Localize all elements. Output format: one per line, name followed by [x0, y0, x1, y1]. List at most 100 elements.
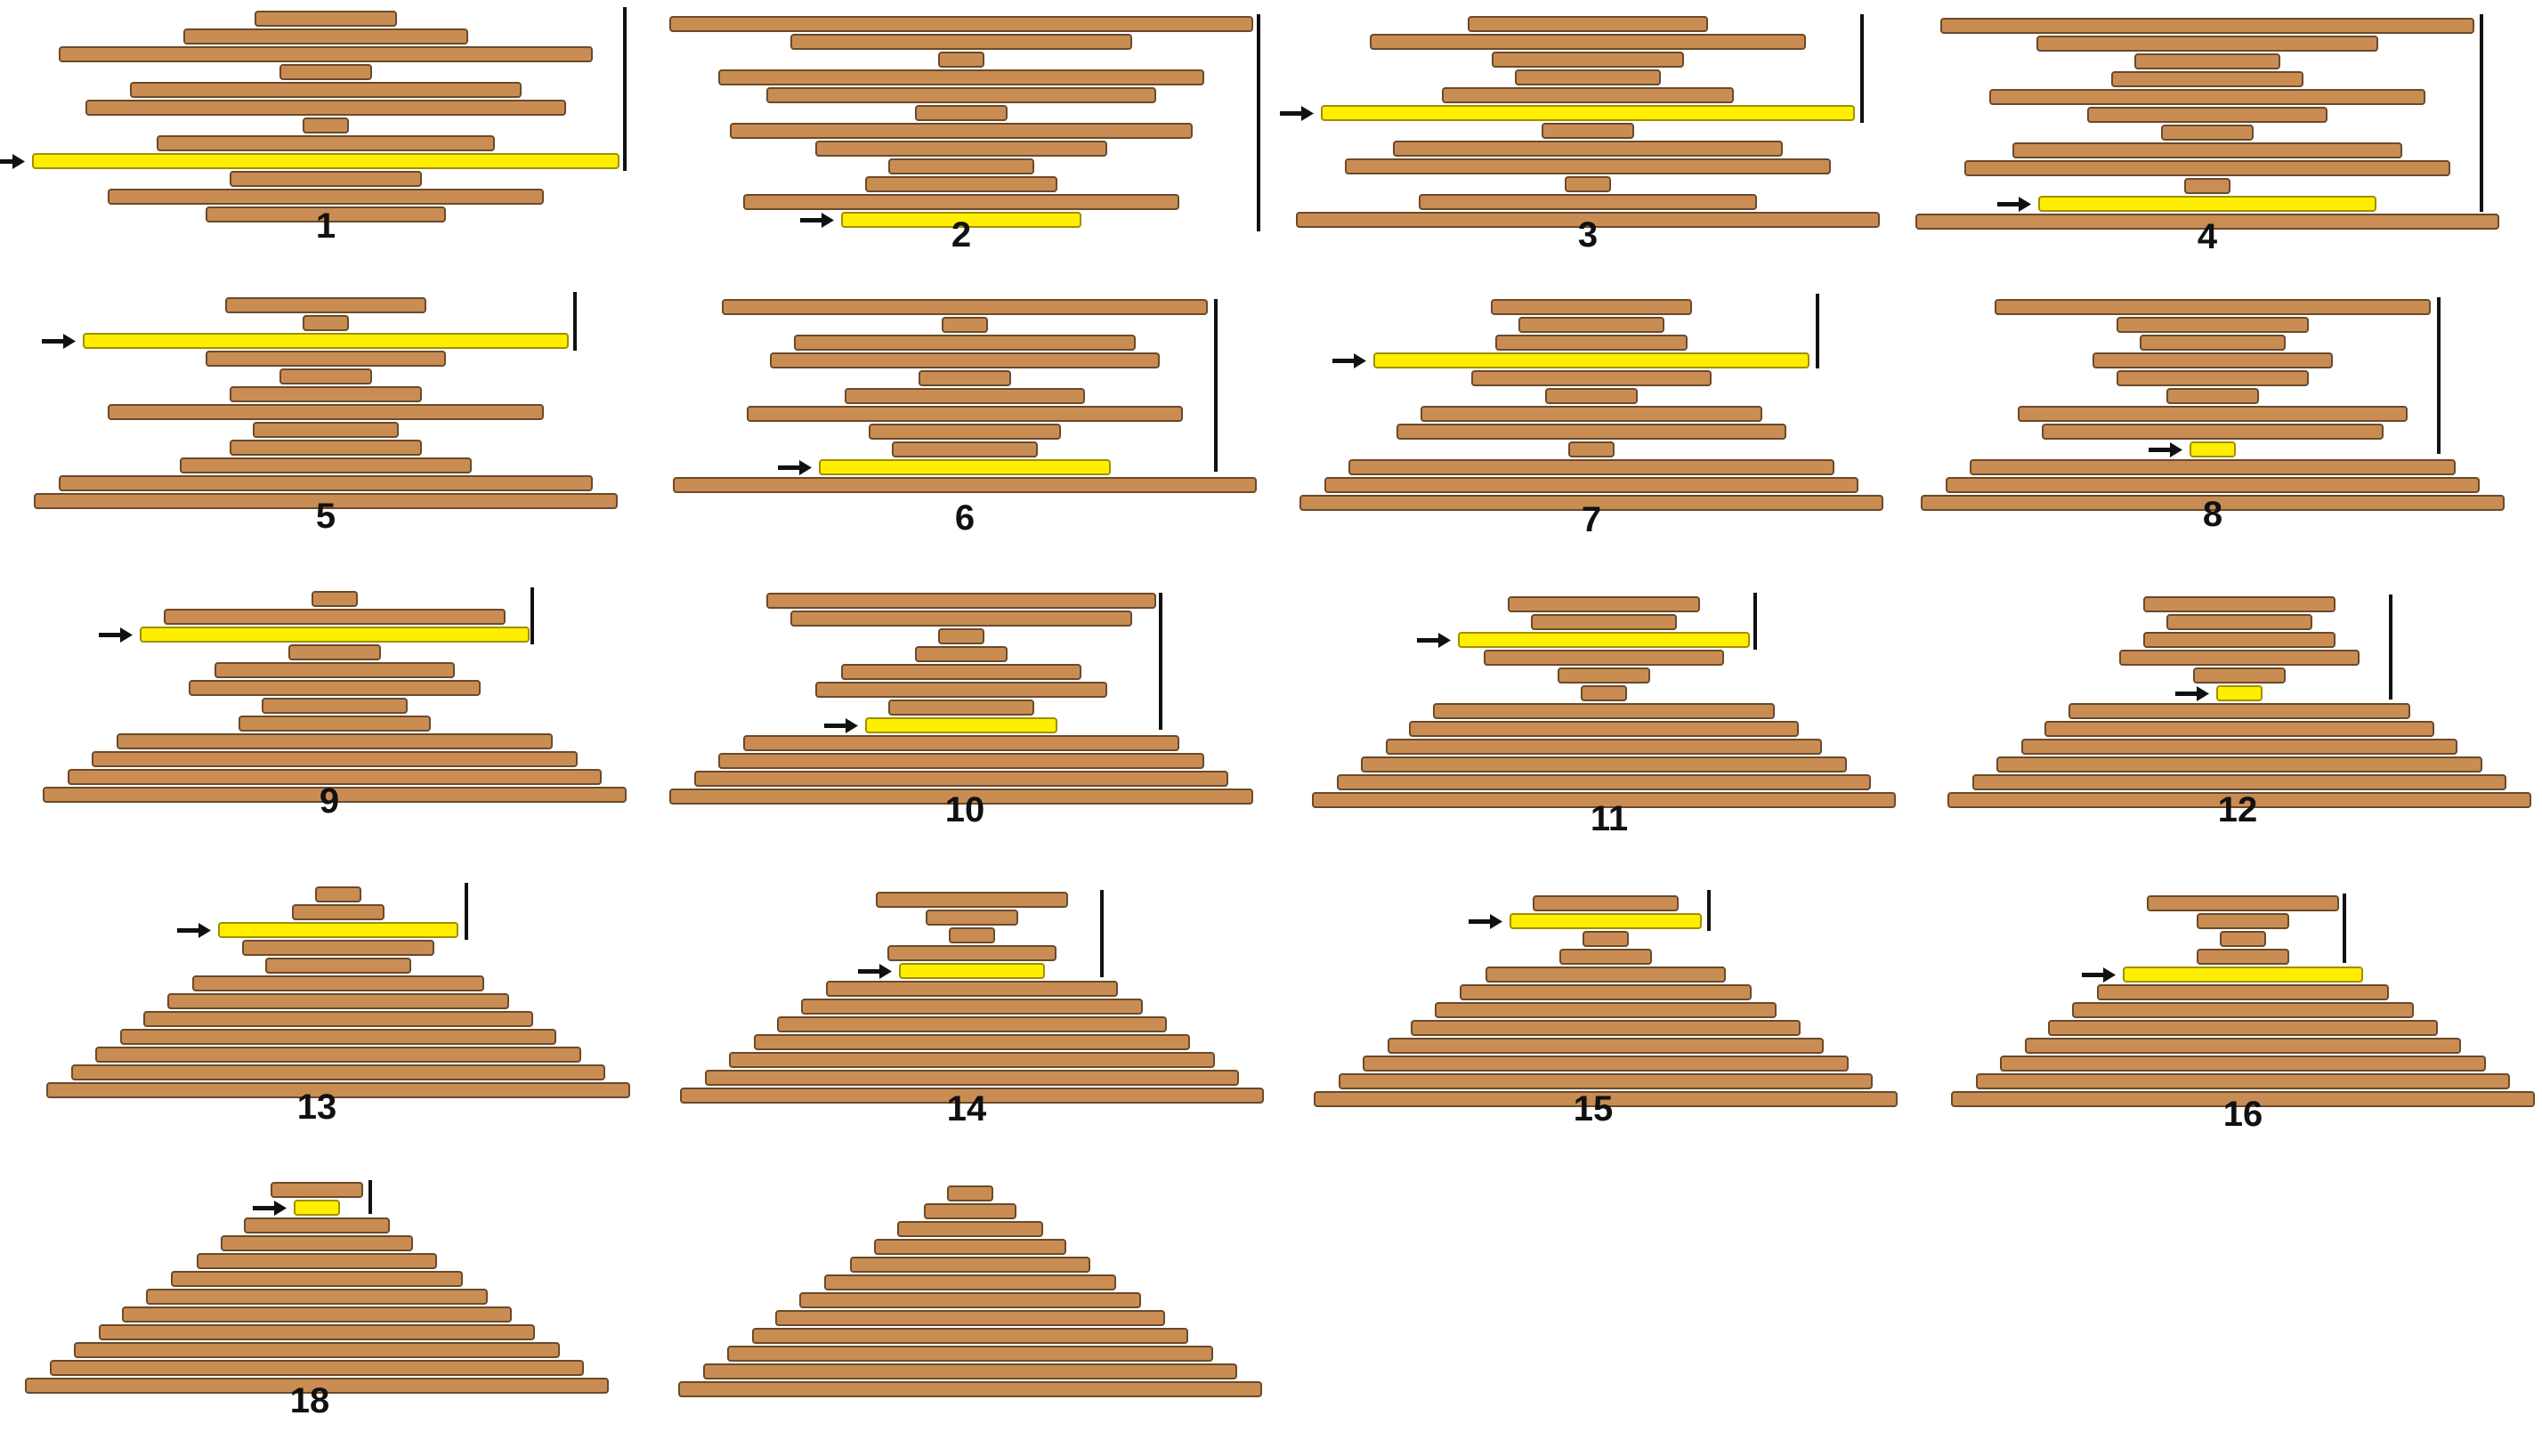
plank	[167, 993, 509, 1009]
plank	[1946, 477, 2480, 493]
panel-label: 4	[2197, 217, 2218, 256]
plank	[703, 1363, 1237, 1379]
plank	[1484, 650, 1724, 666]
panel-label: 18	[289, 1381, 330, 1420]
plank	[2044, 721, 2434, 737]
plank	[230, 440, 422, 456]
pointer-arrow-icon	[2175, 685, 2211, 701]
plank	[1312, 792, 1896, 808]
plank	[146, 1289, 488, 1305]
highlighted-plank	[2216, 685, 2263, 701]
plank	[1299, 495, 1883, 511]
highlighted-plank	[1373, 352, 1809, 368]
plank	[678, 1381, 1262, 1397]
plank	[239, 716, 431, 732]
panel-label: 2	[951, 215, 972, 255]
plank	[192, 975, 484, 991]
plank	[947, 1185, 993, 1201]
panel-label: 3	[1577, 215, 1599, 255]
plank	[242, 940, 434, 956]
plank	[2097, 984, 2389, 1000]
plank	[865, 176, 1057, 192]
plank	[705, 1070, 1239, 1086]
plank	[71, 1064, 605, 1080]
plank	[747, 406, 1183, 422]
plank	[1492, 52, 1684, 68]
plank	[1533, 895, 1679, 911]
plank	[244, 1217, 390, 1234]
plank	[1337, 774, 1871, 790]
highlighted-plank	[1458, 632, 1750, 648]
pointer-arrow-icon	[1280, 105, 1316, 121]
plank	[1970, 459, 2456, 475]
plank	[1486, 967, 1726, 983]
plank	[826, 981, 1118, 997]
plank	[669, 16, 1253, 32]
alignment-marker-line	[1816, 294, 1819, 368]
plank	[2025, 1038, 2461, 1054]
plank	[50, 1360, 584, 1376]
plank	[2197, 913, 2289, 929]
alignment-marker-line	[2437, 297, 2441, 454]
plank	[183, 28, 468, 44]
plank	[180, 457, 472, 473]
plank	[164, 609, 506, 625]
plank	[1545, 388, 1638, 404]
plank	[1989, 89, 2425, 105]
plank	[1583, 931, 1629, 947]
plank	[892, 441, 1038, 457]
plank	[1940, 18, 2474, 34]
alignment-marker-line	[368, 1180, 372, 1214]
panel-label: 9	[319, 781, 340, 821]
pointer-arrow-icon	[253, 1200, 288, 1216]
pointer-arrow-icon	[778, 459, 814, 475]
plank	[2042, 424, 2384, 440]
plank	[1508, 596, 1700, 612]
plank	[1495, 335, 1688, 351]
pointer-arrow-icon	[858, 963, 894, 979]
plank	[2147, 895, 2339, 911]
plank	[1460, 984, 1752, 1000]
plank	[815, 682, 1107, 698]
alignment-marker-line	[1214, 299, 1218, 472]
plank	[888, 158, 1034, 174]
plank	[2119, 650, 2360, 666]
plank	[34, 493, 618, 509]
plank	[2220, 931, 2266, 947]
plank	[775, 1310, 1165, 1326]
plank	[230, 171, 422, 187]
plank	[2161, 125, 2254, 141]
panel-label: 12	[2217, 790, 2258, 829]
plank	[694, 771, 1228, 787]
panel-label: 10	[944, 790, 985, 829]
plank	[1947, 792, 2531, 808]
plank	[2048, 1020, 2438, 1036]
plank	[2193, 667, 2286, 684]
plank	[1468, 16, 1708, 32]
plank	[727, 1346, 1213, 1362]
plank	[919, 370, 1011, 386]
plank	[92, 751, 578, 767]
plank	[1581, 685, 1627, 701]
plank	[68, 769, 602, 785]
plank	[1324, 477, 1858, 493]
plank	[874, 1239, 1066, 1255]
plank	[680, 1088, 1264, 1104]
plank	[25, 1378, 609, 1394]
plank	[1921, 495, 2505, 511]
plank	[1348, 459, 1834, 475]
alignment-marker-line	[2389, 595, 2392, 700]
plank	[197, 1253, 437, 1269]
plank	[1314, 1091, 1898, 1107]
plank	[924, 1203, 1016, 1219]
pointer-arrow-icon	[177, 922, 213, 938]
plank	[926, 910, 1018, 926]
plank	[794, 335, 1136, 351]
plank	[1515, 69, 1661, 85]
plank	[2021, 739, 2457, 755]
plank	[1296, 212, 1880, 228]
highlighted-plank	[294, 1200, 340, 1216]
alignment-marker-line	[2343, 894, 2346, 963]
plank	[303, 315, 349, 331]
plank	[673, 477, 1257, 493]
